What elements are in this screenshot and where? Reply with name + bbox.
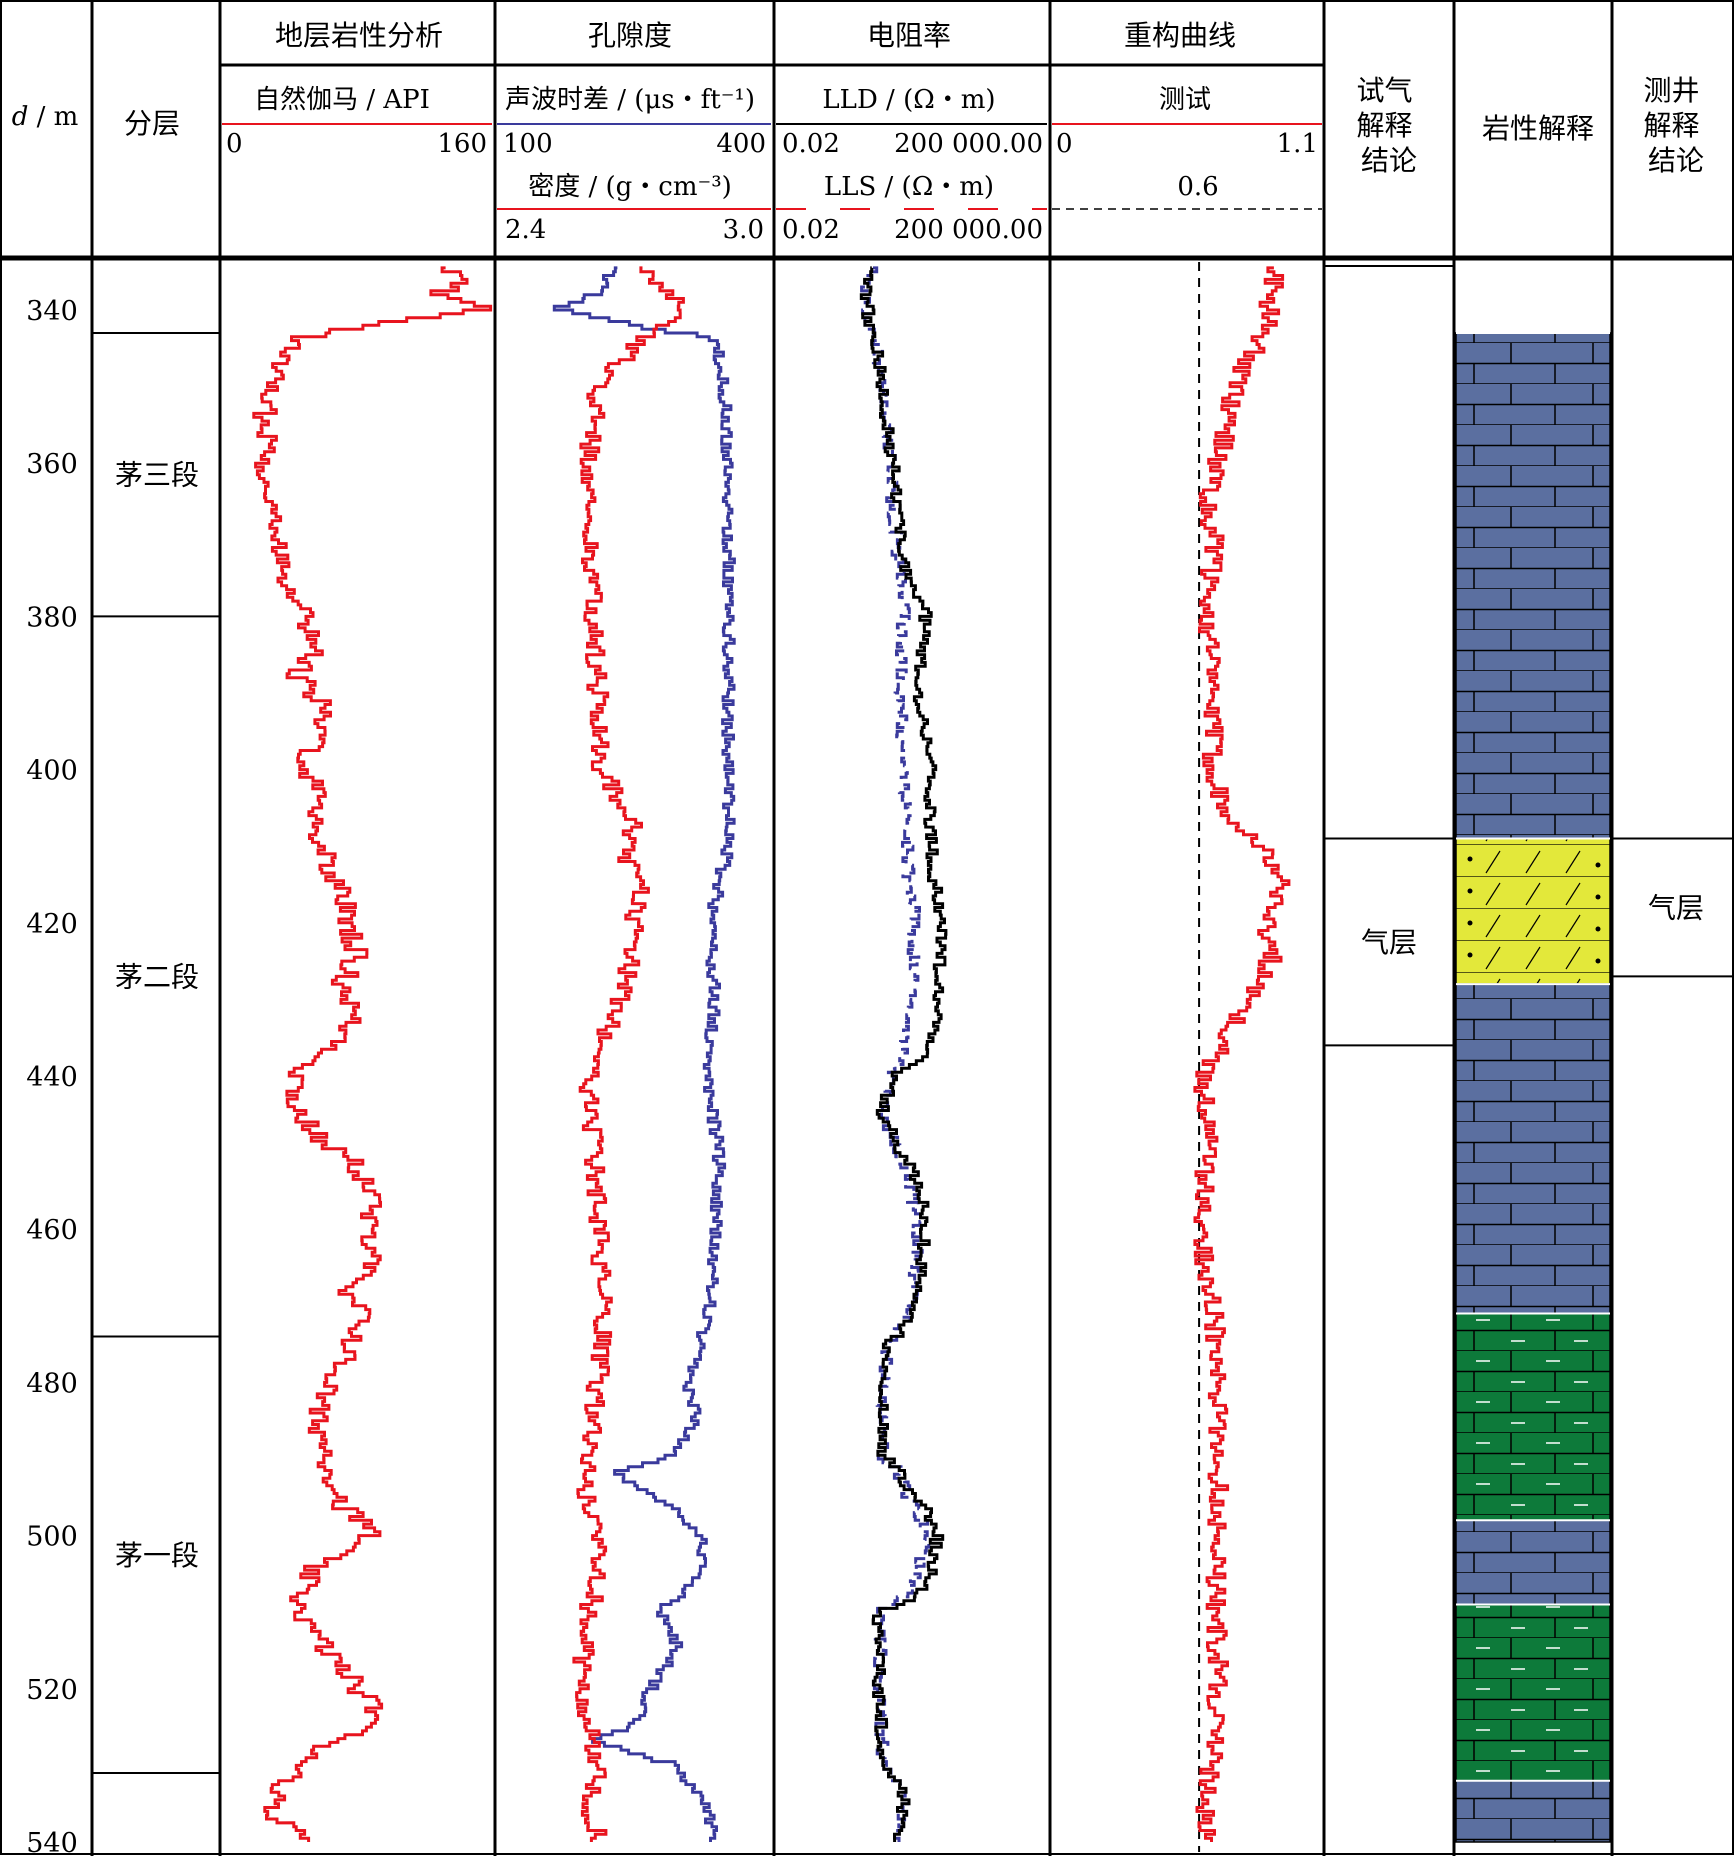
lithology-dolomite-bed bbox=[1455, 1312, 1611, 1522]
gas-test-column-title: 试气 解释 结论 bbox=[1357, 74, 1422, 177]
lld-label: LLD / (Ω・m) bbox=[822, 85, 995, 115]
track1-title: 地层岩性分析 bbox=[275, 19, 443, 52]
test-scale-max: 1.1 bbox=[1277, 129, 1318, 159]
den-scale-min: 2.4 bbox=[505, 215, 546, 245]
gr-curve bbox=[252, 266, 493, 1842]
depth-tick-label: 420 bbox=[26, 909, 78, 940]
den-scale-max: 3.0 bbox=[723, 215, 764, 245]
depth-tick-label: 400 bbox=[26, 756, 78, 787]
lls-curve bbox=[860, 266, 931, 1842]
log-interp-column-title: 测井 解释 结论 bbox=[1644, 74, 1709, 177]
lithology-sandstone-bed bbox=[1455, 837, 1611, 985]
track4-title: 重构曲线 bbox=[1124, 19, 1236, 52]
lithology-column bbox=[1455, 331, 1611, 1843]
header: d / m 分层 地层岩性分析 孔隙度 电阻率 重构曲线 自然伽马 / API … bbox=[12, 19, 1709, 245]
den-label: 密度 / (g・cm⁻³) bbox=[528, 172, 732, 202]
test-label: 测试 bbox=[1159, 85, 1211, 115]
gr-scale-min: 0 bbox=[226, 129, 243, 159]
depth-tick-label: 380 bbox=[26, 602, 78, 633]
lls-label: LLS / (Ω・m) bbox=[824, 172, 994, 202]
log-interp-label: 气层 bbox=[1648, 891, 1704, 924]
zone-label: 茅二段 bbox=[115, 960, 199, 993]
lls-scale-max: 200 000.00 bbox=[894, 215, 1043, 245]
depth-tick-label: 360 bbox=[26, 449, 78, 480]
depth-tick-label: 480 bbox=[26, 1368, 78, 1399]
ac-scale-min: 100 bbox=[503, 129, 553, 159]
zone-label: 茅一段 bbox=[115, 1539, 199, 1572]
depth-tick-label: 340 bbox=[26, 296, 78, 327]
track3-title: 电阻率 bbox=[867, 19, 951, 52]
ac-label: 声波时差 / (μs・ft⁻¹) bbox=[505, 85, 755, 115]
depth-axis: 340 360 380 400 420 440 460 480 500 520 540 bbox=[26, 296, 78, 1856]
lithology-column-title: 岩性解释 bbox=[1482, 112, 1594, 145]
zone-column-title: 分层 bbox=[124, 107, 180, 140]
den-curve bbox=[572, 266, 685, 1842]
log-curves bbox=[252, 262, 1291, 1852]
depth-tick-label: 520 bbox=[26, 1675, 78, 1706]
track2-title: 孔隙度 bbox=[588, 19, 672, 52]
lithology-limestone-bed bbox=[1455, 983, 1611, 1315]
depth-tick-label: 440 bbox=[26, 1062, 78, 1093]
gas-test-label: 气层 bbox=[1361, 926, 1417, 959]
lld-scale-max: 200 000.00 bbox=[894, 129, 1043, 159]
depth-tick-label: 540 bbox=[26, 1828, 78, 1856]
depth-label: d / m bbox=[12, 102, 79, 132]
lld-curve bbox=[859, 266, 948, 1842]
gas-test-intervals: 气层 bbox=[1324, 265, 1454, 1047]
depth-label-italic: d bbox=[12, 102, 29, 132]
lld-scale-min: 0.02 bbox=[782, 129, 840, 159]
zone-label: 茅三段 bbox=[115, 459, 199, 492]
gr-scale-max: 160 bbox=[437, 129, 487, 159]
gr-label: 自然伽马 / API bbox=[254, 85, 430, 115]
lithology-limestone-bed bbox=[1455, 1779, 1611, 1843]
ac-curve bbox=[552, 266, 736, 1842]
lithology-dolomite-bed bbox=[1455, 1603, 1611, 1782]
lithology-limestone-bed bbox=[1455, 332, 1611, 840]
ac-scale-max: 400 bbox=[716, 129, 766, 159]
depth-tick-label: 460 bbox=[26, 1215, 78, 1246]
lls-scale-min: 0.02 bbox=[782, 215, 840, 245]
test-cutoff-label: 0.6 bbox=[1177, 172, 1218, 202]
test-curve bbox=[1193, 266, 1291, 1842]
test-scale-min: 0 bbox=[1056, 129, 1073, 159]
lithology-limestone-bed bbox=[1455, 1519, 1611, 1606]
log-interp-intervals: 气层 bbox=[1612, 837, 1734, 978]
depth-label-unit: / m bbox=[28, 102, 78, 132]
depth-tick-label: 500 bbox=[26, 1522, 78, 1553]
